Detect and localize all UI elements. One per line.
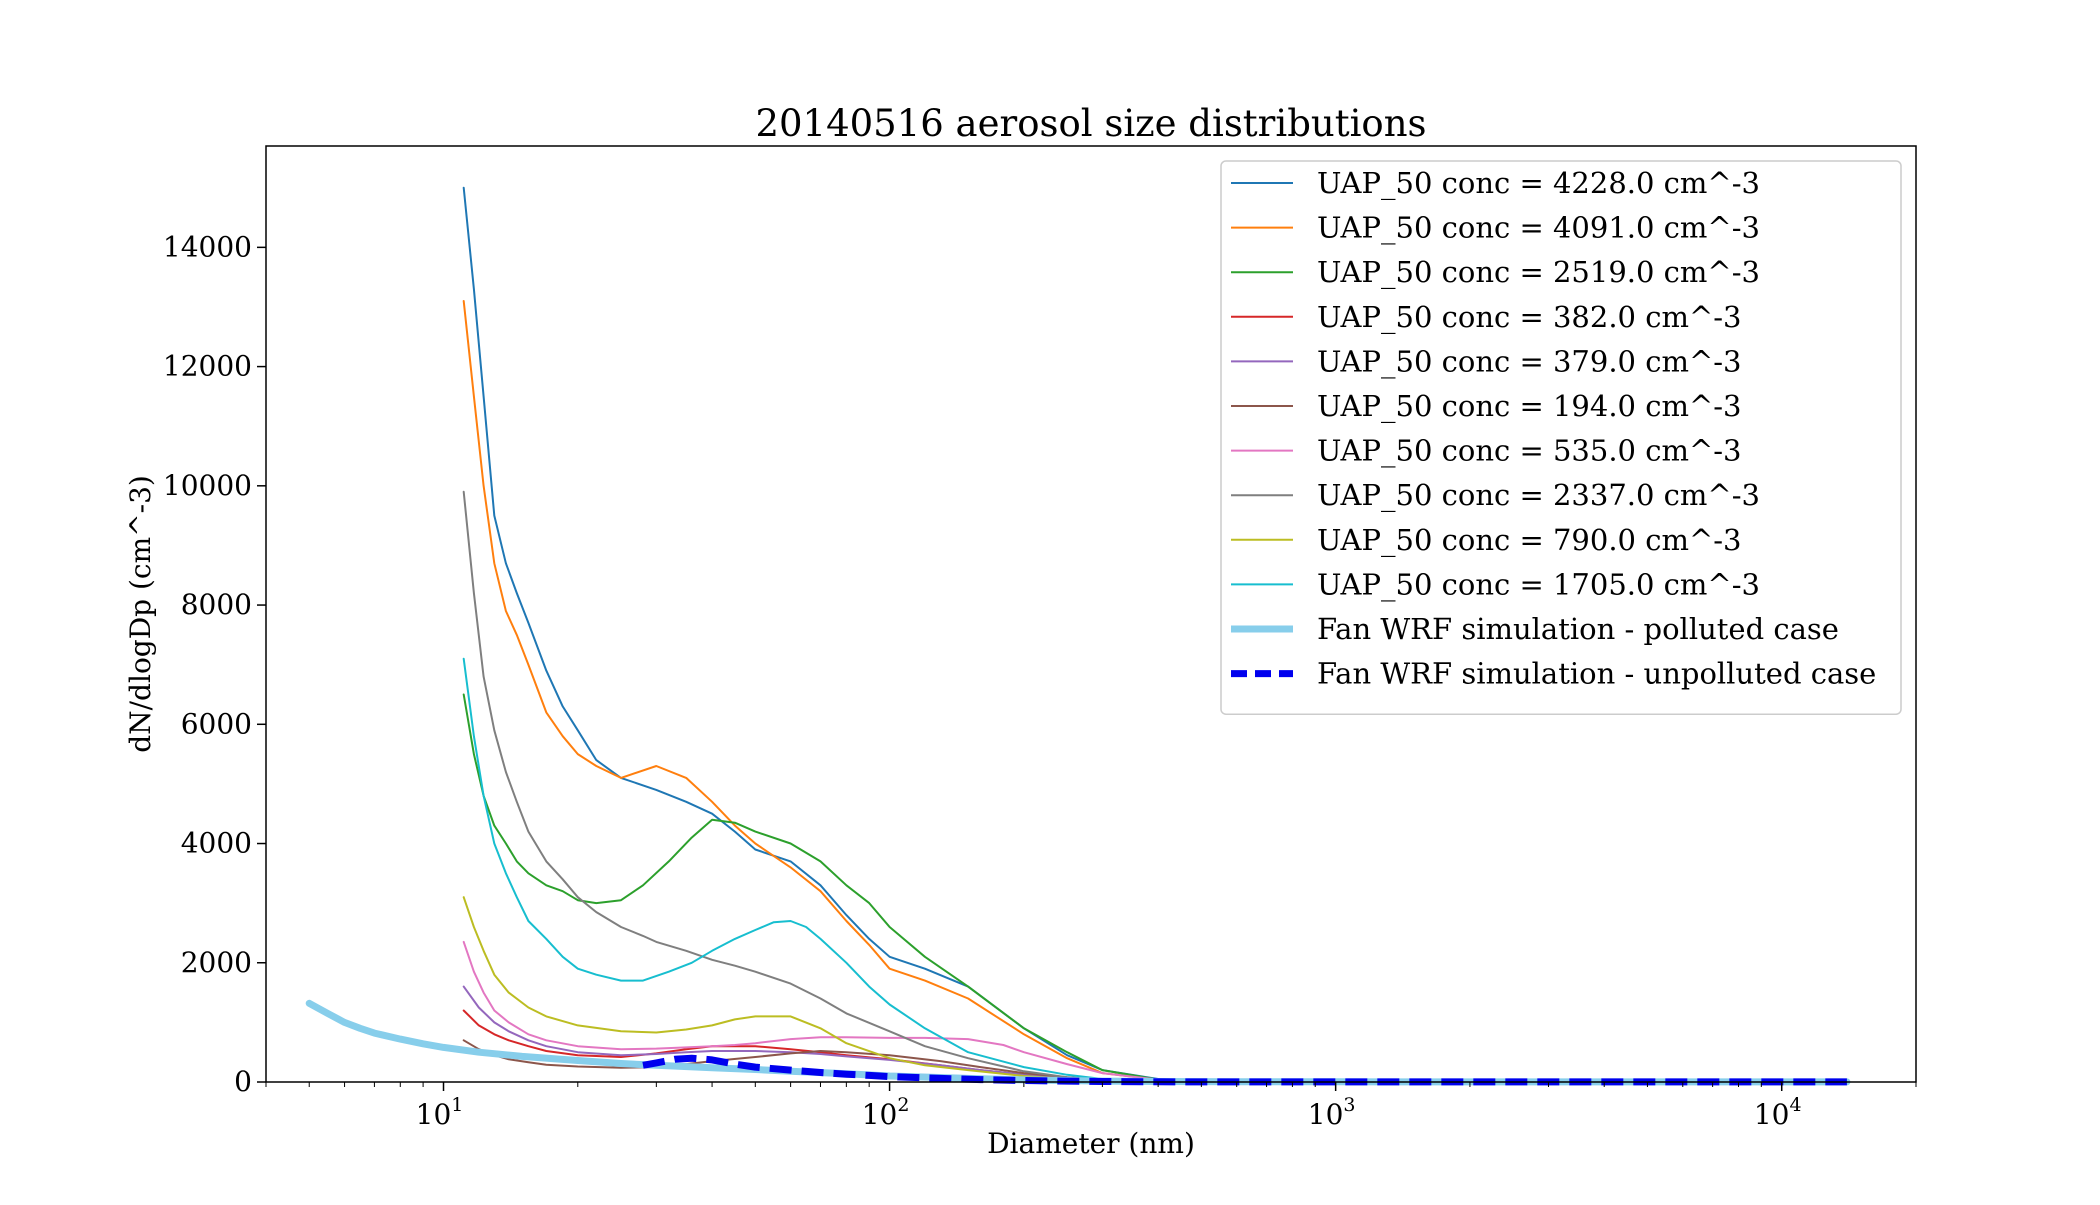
legend-label-9: UAP_50 conc = 790.0 cm^-3 xyxy=(1317,523,1742,558)
y-tick-label-6: 10000 xyxy=(163,469,252,502)
series-line-2 xyxy=(462,300,1203,1082)
series-line-1 xyxy=(462,186,1203,1082)
legend: UAP_50 conc = 4228.0 cm^-3 UAP_50 conc = … xyxy=(1220,160,1902,715)
x-tick-exponent: 3 xyxy=(1343,1094,1355,1116)
series-line-10 xyxy=(462,657,1203,1083)
x-tick-label-1: 101 xyxy=(416,1094,464,1131)
y-tick-label-2: 2000 xyxy=(181,946,252,979)
legend-label-7: UAP_50 conc = 535.0 cm^-3 xyxy=(1317,434,1742,469)
x-axis-label: Diameter (nm) xyxy=(987,1127,1195,1160)
y-tick-label-1: 0 xyxy=(234,1065,252,1098)
legend-label-5: UAP_50 conc = 379.0 cm^-3 xyxy=(1317,344,1742,379)
plot-frame xyxy=(265,145,1917,1083)
x-tick-base: 10 xyxy=(1308,1098,1344,1131)
legend-label-1: UAP_50 conc = 4228.0 cm^-3 xyxy=(1317,166,1760,201)
y-tick-label-8: 14000 xyxy=(163,230,252,263)
y-tick-label-4: 6000 xyxy=(181,707,252,740)
x-tick-label-4: 104 xyxy=(1754,1094,1802,1131)
y-tick-label-7: 12000 xyxy=(163,350,252,383)
series-line-3 xyxy=(462,693,1203,1082)
x-axis: 101 102 103 104 xyxy=(265,1082,1917,1131)
x-tick-label-3: 103 xyxy=(1308,1094,1356,1131)
legend-label-11: Fan WRF simulation - polluted case xyxy=(1317,612,1839,646)
series-line-11 xyxy=(305,999,1851,1086)
x-tick-exponent: 4 xyxy=(1789,1094,1801,1116)
x-tick-exponent: 2 xyxy=(897,1094,909,1116)
x-tick-base: 10 xyxy=(862,1098,898,1131)
x-tick-base: 10 xyxy=(1754,1098,1790,1131)
legend-label-2: UAP_50 conc = 4091.0 cm^-3 xyxy=(1317,211,1760,246)
x-tick-label-2: 102 xyxy=(862,1094,910,1131)
chart-title: 20140516 aerosol size distributions xyxy=(755,102,1426,145)
x-tick-exponent: 1 xyxy=(451,1094,463,1116)
legend-label-10: UAP_50 conc = 1705.0 cm^-3 xyxy=(1317,567,1760,602)
legend-label-3: UAP_50 conc = 2519.0 cm^-3 xyxy=(1317,255,1760,290)
x-tick-base: 10 xyxy=(416,1098,452,1131)
series-line-7 xyxy=(462,940,1203,1082)
legend-label-6: UAP_50 conc = 194.0 cm^-3 xyxy=(1317,389,1742,424)
legend-box xyxy=(1220,160,1902,715)
y-axis: 0 2000 4000 6000 8000 10000 12000 14000 xyxy=(163,230,266,1098)
series-line-5 xyxy=(462,985,1203,1083)
legend-label-12: Fan WRF simulation - unpolluted case xyxy=(1317,657,1876,691)
y-tick-label-3: 4000 xyxy=(181,827,252,860)
series-line-8 xyxy=(462,490,1203,1083)
y-tick-label-5: 8000 xyxy=(181,588,252,621)
y-axis-label: dN/dlogDp (cm^-3) xyxy=(124,475,157,753)
legend-label-8: UAP_50 conc = 2337.0 cm^-3 xyxy=(1317,478,1760,513)
series-line-9 xyxy=(462,896,1203,1083)
series-line-6 xyxy=(462,1039,1203,1083)
legend-label-4: UAP_50 conc = 382.0 cm^-3 xyxy=(1317,300,1742,335)
